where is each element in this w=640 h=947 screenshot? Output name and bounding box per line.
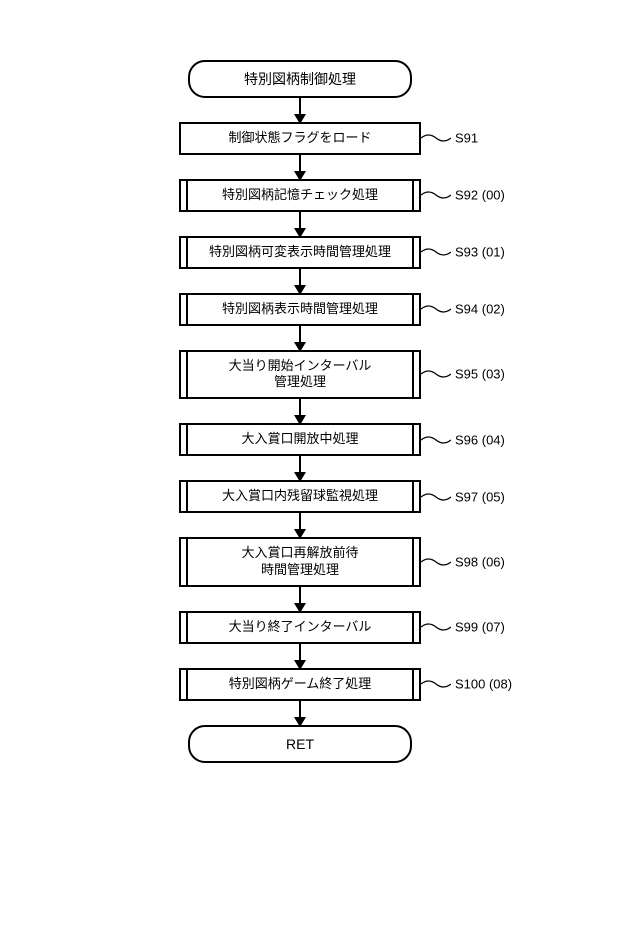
arrow: [299, 701, 301, 725]
label-connector-2: [421, 246, 451, 258]
step-label-0: S91: [455, 131, 478, 146]
arrow: [299, 155, 301, 179]
step-label-4: S95 (03): [455, 367, 505, 382]
arrow: [299, 456, 301, 480]
arrow: [299, 326, 301, 350]
step-label-9: S100 (08): [455, 677, 512, 692]
process-box-2: 特別図柄可変表示時間管理処理: [179, 236, 421, 269]
flowchart-column: 特別図柄制御処理制御状態フラグをロード特別図柄記憶チェック処理特別図柄可変表示時…: [170, 60, 430, 763]
step-1: 特別図柄記憶チェック処理: [170, 179, 430, 212]
step-5: 大入賞口開放中処理: [170, 423, 430, 456]
end-terminal-wrap: RET: [170, 725, 430, 763]
label-connector-5: [421, 434, 451, 446]
step-label-1: S92 (00): [455, 188, 505, 203]
process-box-4: 大当り開始インターバル管理処理: [179, 350, 421, 400]
arrow: [299, 399, 301, 423]
label-connector-1: [421, 189, 451, 201]
arrow: [299, 513, 301, 537]
step-4: 大当り開始インターバル管理処理: [170, 350, 430, 400]
arrow: [299, 269, 301, 293]
step-6: 大入賞口内残留球監視処理: [170, 480, 430, 513]
process-box-9: 特別図柄ゲーム終了処理: [179, 668, 421, 701]
step-8: 大当り終了インターバル: [170, 611, 430, 644]
end-terminal: RET: [188, 725, 412, 763]
step-7: 大入賞口再解放前待時間管理処理: [170, 537, 430, 587]
label-connector-4: [421, 368, 451, 380]
process-box-6: 大入賞口内残留球監視処理: [179, 480, 421, 513]
start-terminal: 特別図柄制御処理: [188, 60, 412, 98]
step-label-7: S98 (06): [455, 555, 505, 570]
process-box-1: 特別図柄記憶チェック処理: [179, 179, 421, 212]
arrow: [299, 98, 301, 122]
label-connector-6: [421, 491, 451, 503]
step-9: 特別図柄ゲーム終了処理: [170, 668, 430, 701]
process-box-3: 特別図柄表示時間管理処理: [179, 293, 421, 326]
process-box-5: 大入賞口開放中処理: [179, 423, 421, 456]
label-connector-9: [421, 678, 451, 690]
start-terminal-wrap: 特別図柄制御処理: [170, 60, 430, 98]
step-0: 制御状態フラグをロード: [170, 122, 430, 155]
step-label-5: S96 (04): [455, 432, 505, 447]
process-box-7: 大入賞口再解放前待時間管理処理: [179, 537, 421, 587]
arrow: [299, 644, 301, 668]
label-connector-8: [421, 621, 451, 633]
step-label-6: S97 (05): [455, 489, 505, 504]
step-label-3: S94 (02): [455, 302, 505, 317]
label-connector-0: [421, 132, 451, 144]
step-label-2: S93 (01): [455, 245, 505, 260]
arrow: [299, 212, 301, 236]
step-3: 特別図柄表示時間管理処理: [170, 293, 430, 326]
arrow: [299, 587, 301, 611]
step-2: 特別図柄可変表示時間管理処理: [170, 236, 430, 269]
process-box-8: 大当り終了インターバル: [179, 611, 421, 644]
step-label-8: S99 (07): [455, 620, 505, 635]
label-connector-3: [421, 303, 451, 315]
label-connector-7: [421, 556, 451, 568]
process-box-0: 制御状態フラグをロード: [179, 122, 421, 155]
